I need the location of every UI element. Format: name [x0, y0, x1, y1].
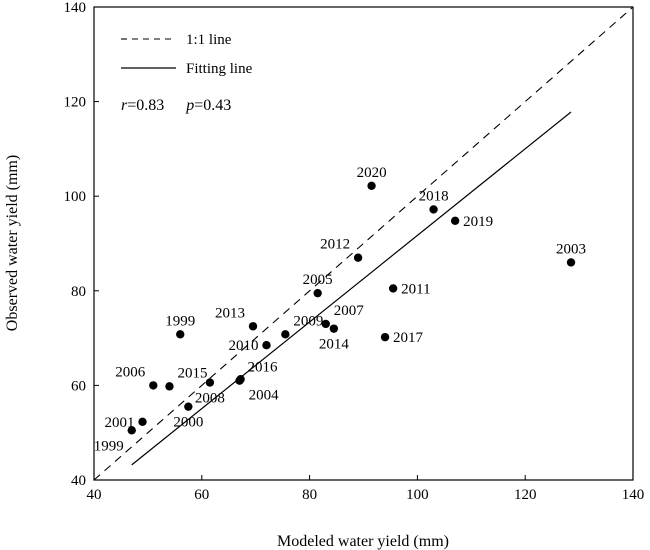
data-point-2001 [138, 417, 147, 427]
point-label-2007: 2007 [334, 303, 365, 319]
data-point-2013 [248, 322, 258, 331]
data-point-2020 [367, 181, 376, 190]
x-tick-label: 100 [406, 487, 429, 503]
y-tick-label: 100 [64, 189, 87, 205]
data-point-2009 [281, 330, 290, 339]
x-tick-label: 140 [622, 487, 645, 503]
point-label-2006: 2006 [115, 364, 146, 380]
data-point-2000 [184, 402, 193, 411]
point-label-2010: 2010 [228, 338, 258, 354]
y-tick-label: 60 [71, 378, 86, 394]
y-axis-title: Observed water yield (mm) [4, 155, 21, 331]
p-value: =0.43 [194, 97, 231, 114]
point-label-2003: 2003 [556, 241, 586, 257]
data-point-2011 [388, 284, 398, 293]
point-label-2020: 2020 [357, 165, 387, 181]
data-points [127, 181, 576, 435]
legend-label-one-to-one: 1:1 line [186, 32, 232, 48]
fitting-line [131, 111, 572, 466]
data-point-2019 [450, 216, 460, 225]
point-label-2000: 2000 [173, 415, 203, 431]
point-label-2015: 2015 [177, 365, 207, 381]
data-point-2012 [353, 253, 363, 262]
point-label-2018: 2018 [419, 188, 449, 204]
point-label-2019: 2019 [463, 214, 493, 230]
data-point-2007 [321, 319, 330, 329]
point-label-2013: 2013 [215, 305, 245, 321]
x-axis-title: Modeled water yield (mm) [277, 533, 449, 550]
y-tick-label: 140 [64, 0, 87, 16]
y-tick-label: 80 [71, 284, 86, 300]
y-tick-label: 40 [71, 473, 86, 489]
data-point-2018 [429, 205, 438, 214]
data-point-2010 [262, 340, 271, 350]
data-point-2006 [149, 381, 158, 390]
x-tick-label: 120 [514, 487, 537, 503]
axis-ticks: 40 60 80 100 120 140 40 60 80 100 120 140 [64, 0, 645, 503]
p-symbol: p [185, 97, 194, 114]
point-label-2005: 2005 [303, 272, 333, 288]
data-point-2015 [165, 382, 174, 391]
one-to-one-line [93, 6, 634, 481]
x-tick-label: 40 [87, 487, 102, 503]
plot-frame [93, 6, 634, 481]
data-point-1999 [127, 426, 136, 435]
point-label-2011: 2011 [401, 281, 430, 297]
y-tick-label: 120 [64, 95, 87, 111]
point-labels: 1999 2001 2000 2006 2015 2008 2016 2004 1999 2010… [94, 165, 586, 455]
point-label-2012: 2012 [320, 237, 350, 253]
point-label-2009: 2009 [293, 313, 323, 329]
data-point-2008 [205, 378, 215, 387]
data-point-2014 [329, 324, 339, 333]
data-point-2003 [566, 258, 576, 267]
point-label-2004: 2004 [249, 387, 280, 403]
data-point-2017 [380, 332, 390, 342]
r-value: =0.83 [127, 97, 164, 114]
data-point-2004 [236, 375, 245, 384]
point-label-2016: 2016 [248, 360, 279, 376]
x-tick-label: 80 [302, 487, 317, 503]
point-label-2008: 2008 [195, 391, 225, 407]
point-label-2014: 2014 [319, 337, 350, 353]
r-symbol: r [121, 97, 128, 114]
data-point-1999 [176, 330, 185, 339]
point-label-1999: 1999 [165, 313, 195, 329]
data-point-2005 [313, 288, 322, 298]
point-label-1999: 1999 [94, 438, 124, 454]
point-label-2001: 2001 [105, 415, 135, 431]
point-label-2017: 2017 [393, 330, 424, 346]
legend-label-fitting: Fitting line [186, 61, 253, 77]
legend: 1:1 line Fitting line [121, 32, 253, 77]
x-tick-label: 60 [194, 487, 209, 503]
stats-annotation: r=0.83 p=0.43 [121, 97, 231, 114]
